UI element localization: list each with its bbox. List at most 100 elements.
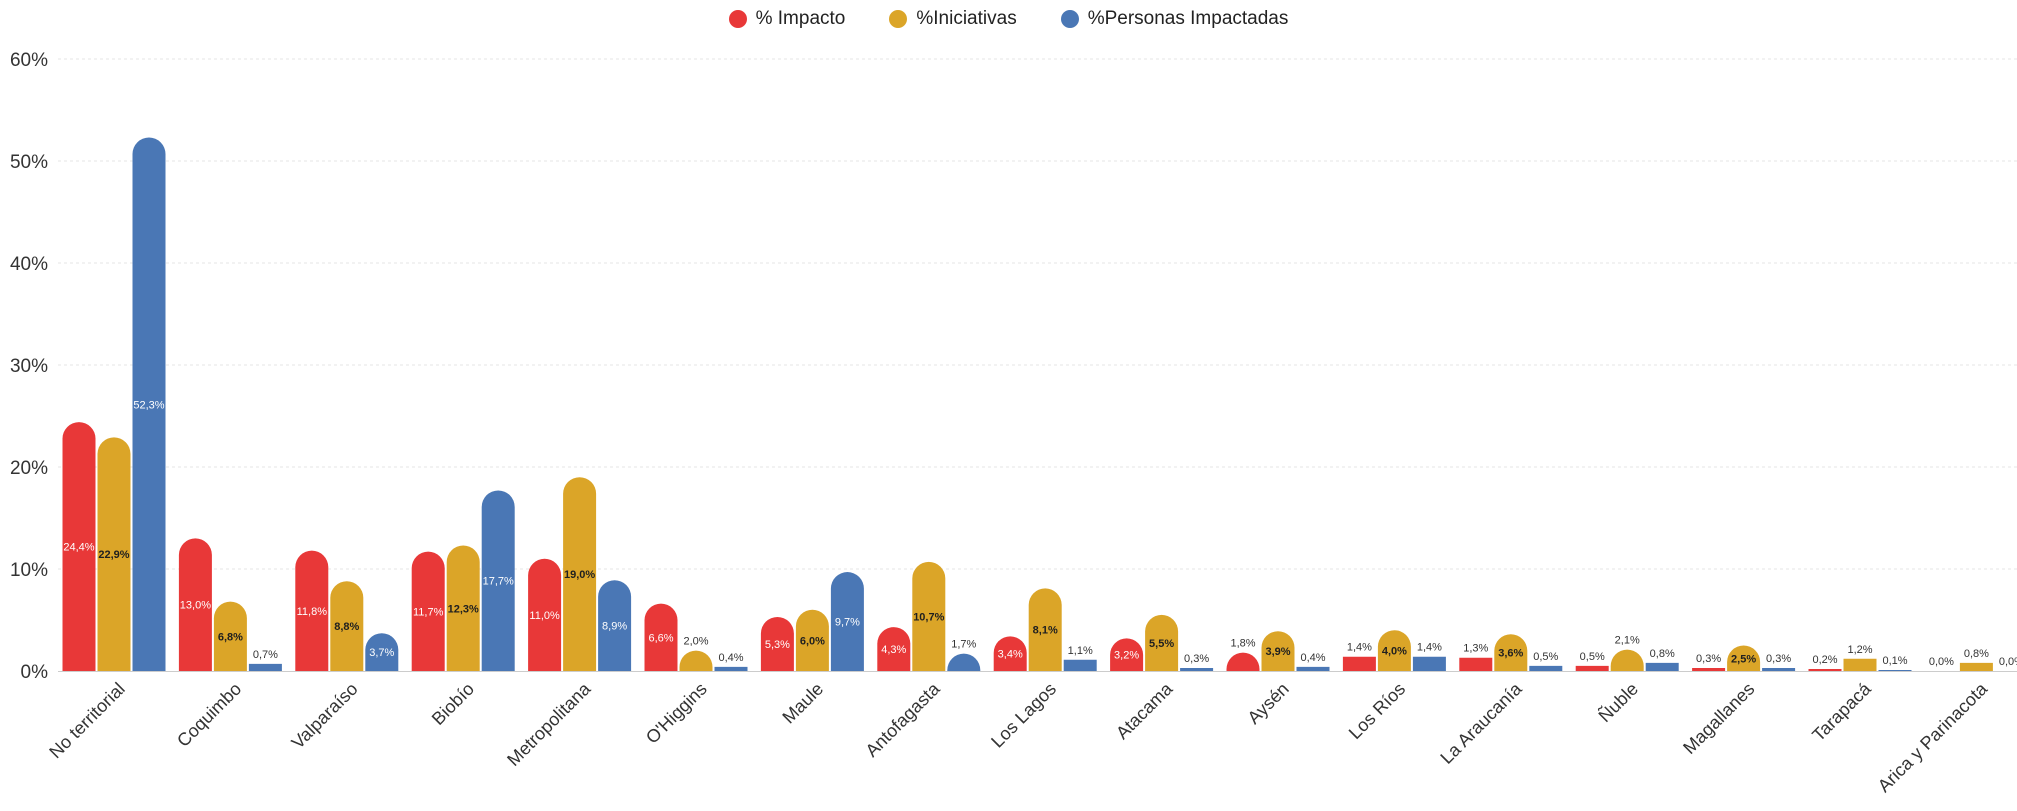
bar[interactable]: [1028, 588, 1062, 671]
bar[interactable]: [947, 653, 981, 671]
data-label: 0,5%: [1533, 651, 1558, 663]
data-label: 0,0%: [1929, 656, 1954, 668]
bar[interactable]: [993, 636, 1027, 671]
data-label: 9,7%: [835, 617, 860, 629]
data-label: 3,2%: [1114, 650, 1139, 662]
bar[interactable]: [295, 550, 329, 671]
bar[interactable]: [1727, 645, 1761, 672]
bar[interactable]: [714, 666, 748, 671]
bar[interactable]: [528, 558, 562, 671]
bar[interactable]: [62, 422, 96, 671]
data-label: 6,0%: [800, 635, 825, 647]
bar[interactable]: [1226, 652, 1260, 671]
data-label: 24,4%: [63, 542, 94, 554]
y-tick-label: 60%: [10, 50, 48, 71]
data-label: 1,4%: [1417, 642, 1442, 654]
data-label: 3,7%: [369, 647, 394, 659]
bar[interactable]: [481, 490, 515, 671]
data-label: 52,3%: [133, 399, 164, 411]
legend-item-impacto[interactable]: % Impacto: [728, 8, 846, 30]
data-label: 2,1%: [1615, 635, 1640, 647]
y-tick-label: 30%: [10, 356, 48, 377]
legend-marker: [728, 10, 747, 28]
legend-item-iniciativas[interactable]: %Iniciativas: [889, 8, 1017, 30]
bar[interactable]: [912, 561, 946, 671]
x-category-label: La Araucanía: [1436, 678, 1526, 768]
bar[interactable]: [446, 545, 480, 671]
data-label: 5,5%: [1149, 638, 1174, 650]
data-label: 3,4%: [998, 649, 1023, 661]
data-label: 0,2%: [1812, 654, 1837, 666]
bar[interactable]: [1808, 668, 1842, 671]
bar[interactable]: [1959, 662, 1993, 671]
bar[interactable]: [1261, 631, 1295, 671]
x-category-label: Atacama: [1112, 678, 1177, 743]
bar[interactable]: [1575, 665, 1609, 671]
data-label: 8,9%: [602, 621, 627, 633]
bar[interactable]: [1145, 614, 1179, 671]
bar[interactable]: [1296, 666, 1330, 671]
bar[interactable]: [213, 601, 247, 671]
bar[interactable]: [330, 581, 364, 671]
bar[interactable]: [1180, 667, 1214, 671]
bar[interactable]: [365, 633, 399, 671]
data-label: 19,0%: [564, 569, 595, 581]
y-tick-label: 20%: [10, 458, 48, 479]
bar[interactable]: [679, 650, 713, 671]
data-label: 2,5%: [1731, 653, 1756, 665]
y-tick-label: 0%: [21, 662, 49, 683]
bar[interactable]: [1762, 667, 1796, 671]
bar[interactable]: [1377, 630, 1411, 671]
bar[interactable]: [1645, 662, 1679, 671]
legend-label: %Personas Impactadas: [1087, 8, 1289, 29]
bar[interactable]: [1692, 667, 1726, 671]
x-category-label: O'Higgins: [642, 679, 711, 748]
bar[interactable]: [877, 627, 911, 671]
bar[interactable]: [411, 551, 445, 671]
bar[interactable]: [760, 616, 794, 671]
bar[interactable]: [1610, 649, 1644, 671]
bar[interactable]: [1459, 657, 1493, 671]
x-category-label: Los Ríos: [1345, 679, 1409, 743]
data-label: 8,1%: [1033, 625, 1058, 637]
bar[interactable]: [97, 437, 131, 671]
bar[interactable]: [1529, 665, 1563, 671]
data-label: 0,5%: [1580, 651, 1605, 663]
bar[interactable]: [1342, 656, 1376, 671]
bar[interactable]: [1494, 634, 1528, 671]
bar[interactable]: [795, 609, 829, 671]
bar[interactable]: [178, 538, 212, 671]
data-label: 3,9%: [1265, 646, 1290, 658]
data-label: 11,8%: [297, 606, 328, 618]
data-label: 11,7%: [413, 606, 444, 618]
bar[interactable]: [1843, 658, 1877, 671]
bar[interactable]: [248, 663, 282, 671]
data-label: 4,3%: [881, 644, 906, 656]
bar[interactable]: [1110, 638, 1144, 671]
data-label: 1,8%: [1230, 638, 1255, 650]
data-label: 0,7%: [253, 649, 278, 661]
legend-item-personas-impactadas[interactable]: %Personas Impactadas: [1060, 8, 1289, 30]
x-category-label: Coquimbo: [173, 679, 245, 751]
y-tick-label: 40%: [10, 254, 48, 275]
data-label: 0,4%: [1300, 652, 1325, 664]
bar[interactable]: [563, 477, 597, 671]
bar[interactable]: [598, 580, 632, 671]
legend-label: % Impacto: [755, 8, 846, 29]
bar[interactable]: [1412, 656, 1446, 671]
legend-marker: [889, 10, 908, 28]
bar[interactable]: [830, 572, 864, 671]
data-label: 5,3%: [765, 639, 790, 651]
data-label: 6,6%: [648, 632, 673, 644]
bar[interactable]: [132, 137, 166, 672]
bar[interactable]: [644, 603, 678, 671]
data-label: 12,3%: [448, 603, 479, 615]
x-category-label: Antofagasta: [862, 678, 945, 761]
data-label: 8,8%: [334, 621, 359, 633]
legend-label: %Iniciativas: [916, 8, 1017, 29]
bar[interactable]: [1063, 659, 1097, 671]
x-category-label: No territorial: [45, 679, 128, 762]
y-tick-label: 10%: [10, 560, 48, 581]
legend-marker: [1060, 10, 1079, 28]
bar[interactable]: [1878, 669, 1912, 671]
